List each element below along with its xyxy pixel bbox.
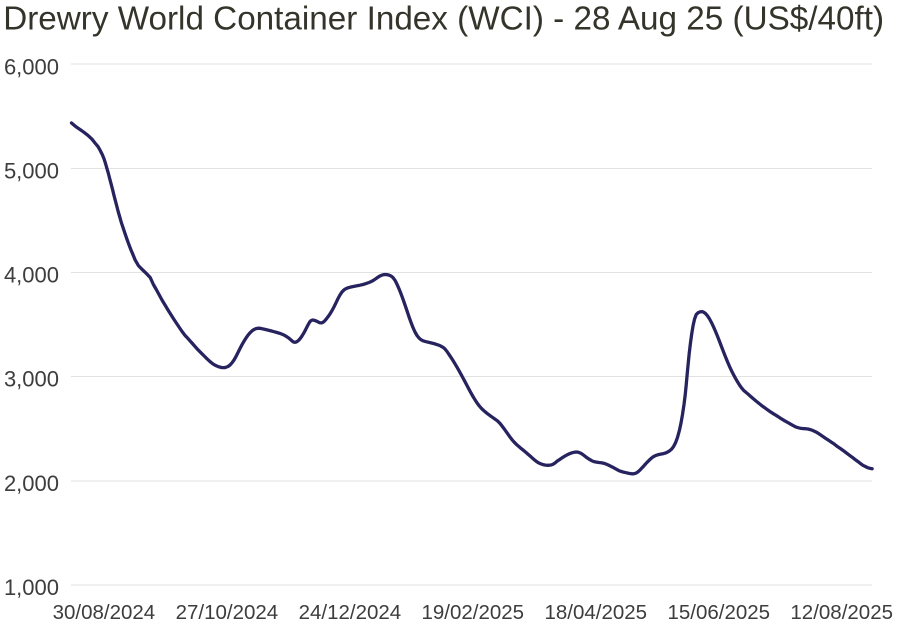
svg-text:2,000: 2,000 xyxy=(4,471,59,496)
svg-text:4,000: 4,000 xyxy=(4,263,59,288)
svg-text:27/10/2024: 27/10/2024 xyxy=(176,601,279,624)
svg-text:12/08/2025: 12/08/2025 xyxy=(790,601,893,624)
svg-text:24/12/2024: 24/12/2024 xyxy=(299,601,402,624)
svg-text:1,000: 1,000 xyxy=(4,575,59,600)
svg-text:6,000: 6,000 xyxy=(4,54,59,79)
svg-text:Drewry World Container Index (: Drewry World Container Index (WCI) - 28 … xyxy=(3,1,884,38)
svg-text:30/08/2024: 30/08/2024 xyxy=(53,601,156,624)
svg-text:18/04/2025: 18/04/2025 xyxy=(544,601,647,624)
svg-text:15/06/2025: 15/06/2025 xyxy=(667,601,770,624)
svg-text:3,000: 3,000 xyxy=(4,367,59,392)
svg-text:5,000: 5,000 xyxy=(4,159,59,184)
svg-text:19/02/2025: 19/02/2025 xyxy=(421,601,524,624)
